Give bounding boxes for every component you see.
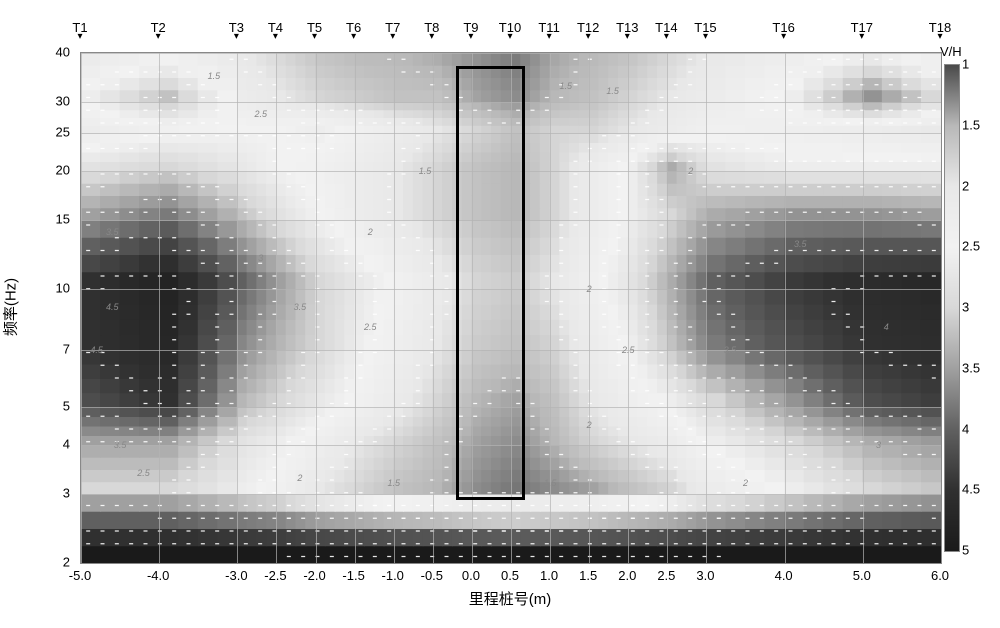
station-label: T4 [268,20,283,41]
colorbar-gradient [944,64,960,552]
x-tick: 1.5 [579,568,597,583]
station-label: T16 [772,20,794,41]
x-tick: -1.0 [382,568,404,583]
colorbar-tick: 2.5 [962,239,980,254]
y-tick: 4 [63,436,70,451]
colorbar-tick: 3 [962,300,969,315]
x-axis-label: 里程桩号(m) [469,588,552,609]
station-label: T15 [694,20,716,41]
station-label: T2 [151,20,166,41]
colorbar-tick: 1.5 [962,117,980,132]
x-tick: -4.0 [147,568,169,583]
y-tick: 5 [63,399,70,414]
x-tick: 5.0 [853,568,871,583]
colorbar-tick: 5 [962,543,969,558]
y-axis-label: 频率(Hz) [0,278,21,336]
station-label: T10 [499,20,521,41]
chart-container: T1 T2 T3 T4 T5 T6 T7 T8 T9 T10 T11 T12 T13 T14 T15 T16 T… [20,20,980,608]
x-tick: -2.0 [303,568,325,583]
x-tick: -0.5 [421,568,443,583]
y-tick: 10 [56,281,70,296]
station-labels: T1T2T3T4T5T6T7T8T9T10T11T12T13T14T15T16T… [80,20,940,48]
colorbar: V/H 11.522.533.544.55 [944,52,980,562]
station-label: T18 [929,20,951,41]
x-tick: 3.0 [696,568,714,583]
x-tick: 0.5 [501,568,519,583]
x-tick: -5.0 [69,568,91,583]
station-label: T3 [229,20,244,41]
colorbar-tick: 4 [962,421,969,436]
x-tick: 2.0 [618,568,636,583]
y-tick: 15 [56,211,70,226]
x-tick: -1.5 [342,568,364,583]
y-tick: 30 [56,93,70,108]
colorbar-tick: 4.5 [962,482,980,497]
y-axis: 频率(Hz) 23457101520253040 [20,52,76,562]
station-label: T13 [616,20,638,41]
y-tick: 20 [56,163,70,178]
colorbar-tick: 3.5 [962,360,980,375]
station-label: T7 [385,20,400,41]
x-tick: -3.0 [225,568,247,583]
heatmap-plot: 4.54.53.53.52.51.52.533.5222.51.51.51.51… [80,52,942,564]
x-tick: 1.0 [540,568,558,583]
station-label: T6 [346,20,361,41]
station-label: T17 [851,20,873,41]
y-tick: 40 [56,45,70,60]
y-tick: 3 [63,485,70,500]
x-tick: 4.0 [775,568,793,583]
colorbar-label: V/H [940,44,962,59]
y-tick: 25 [56,125,70,140]
station-label: T5 [307,20,322,41]
y-tick: 7 [63,341,70,356]
x-axis: 里程桩号(m) -5.0-4.0-3.0-2.5-2.0-1.5-1.0-0.5… [80,566,940,606]
x-tick: 6.0 [931,568,949,583]
station-label: T8 [424,20,439,41]
station-label: T11 [538,20,559,41]
x-tick: 0.0 [462,568,480,583]
station-label: T12 [577,20,599,41]
colorbar-tick: 1 [962,57,969,72]
x-tick: -2.5 [264,568,286,583]
colorbar-tick: 2 [962,178,969,193]
station-label: T1 [72,20,87,41]
station-label: T9 [463,20,478,41]
station-label: T14 [655,20,677,41]
x-tick: 2.5 [657,568,675,583]
